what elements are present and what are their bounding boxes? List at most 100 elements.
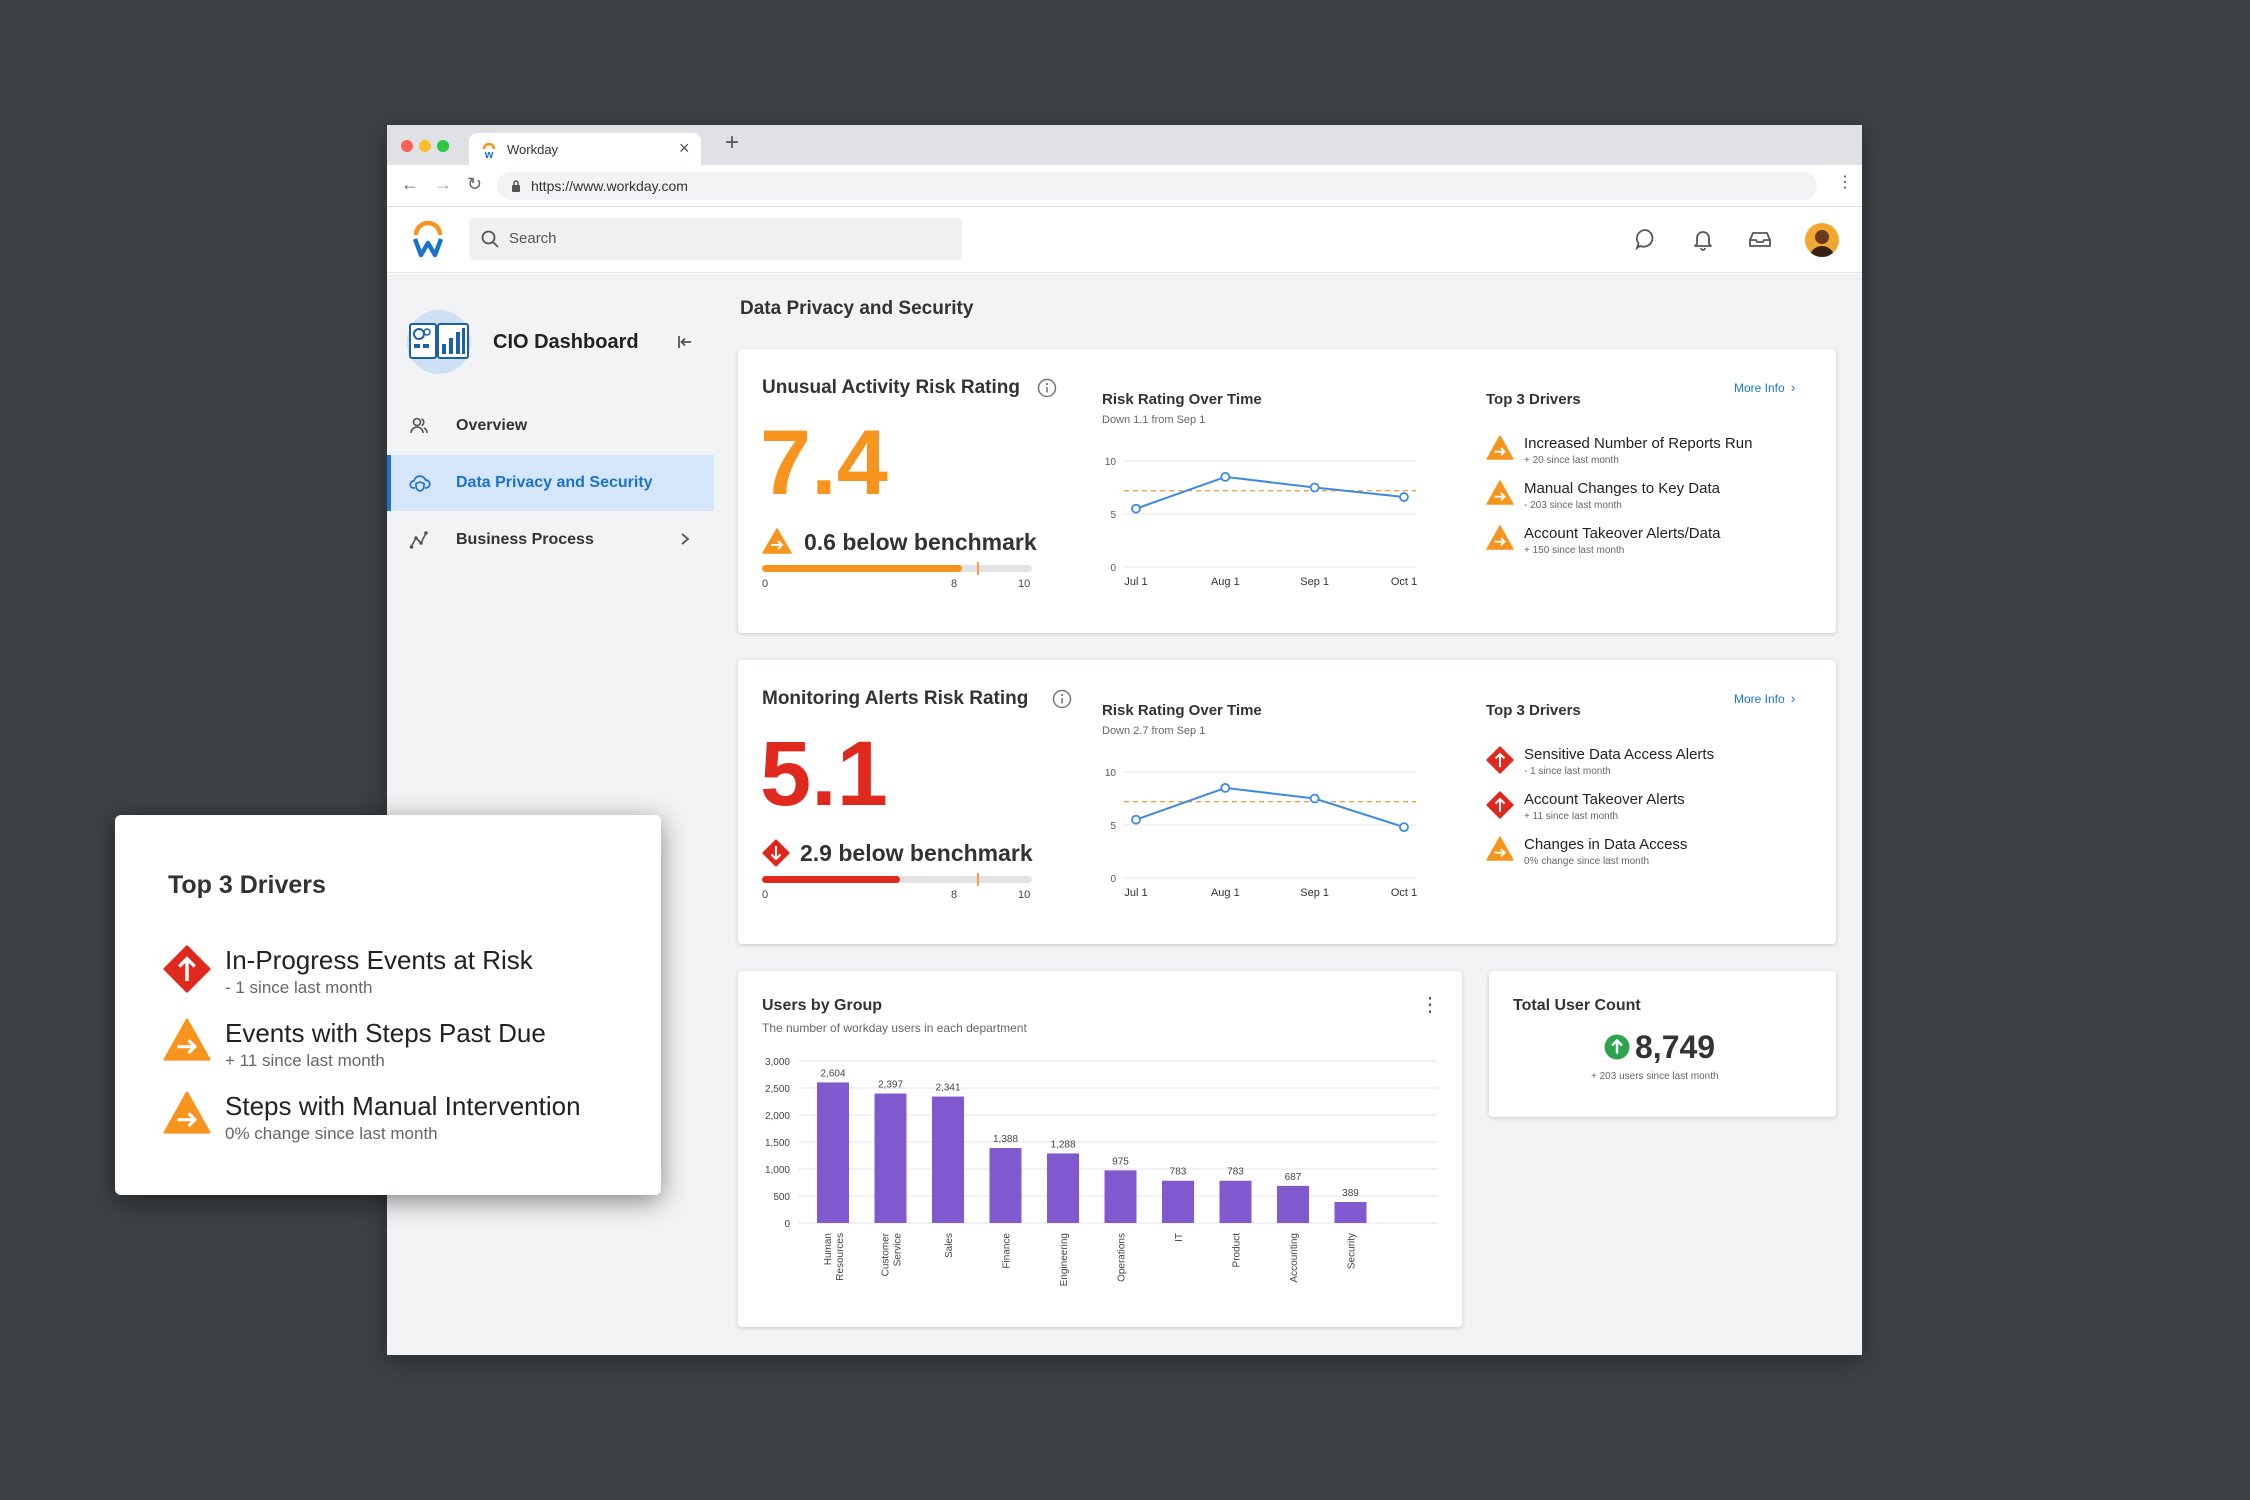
users-bar-chart: 3,000 2,500 2,000 1,500 1,000 500 0 2,604 Human R… [765,1057,1438,1286]
inbox-icon[interactable] [1747,227,1773,251]
total-user-title: Total User Count [1513,997,1641,1014]
bar-value-label: 783 [1170,1167,1187,1178]
y-tick-label: 1,500 [765,1138,790,1149]
x-tick-label: Jul 1 [1124,887,1147,899]
avatar[interactable] [1805,223,1839,257]
x-tick-label-text: Finance [1002,1233,1013,1269]
x-tick-label-line: Resources [835,1233,846,1281]
driver-item: Account Takeover Alerts/Data + 150 since … [1486,525,1816,565]
address-bar: ← → ↻ https://www.workday.com ⋮ [387,165,1862,207]
driver-item: Sensitive Data Access Alerts - 1 since la… [1486,746,1816,786]
bar-value-label: 975 [1112,1156,1129,1167]
critical-arrow-icon [163,945,211,993]
warning-arrow-icon [163,1018,211,1061]
bar-value-label: 783 [1227,1167,1244,1178]
url-text: https://www.workday.com [531,178,688,194]
search-input[interactable]: Search [469,218,962,260]
driver-label: Sensitive Data Access Alerts [1524,746,1715,763]
new-tab-icon[interactable]: + [725,129,740,156]
shield-cloud-icon [409,473,431,493]
warning-arrow-icon [1486,435,1514,460]
people-icon [409,416,429,436]
back-icon[interactable]: ← [401,174,419,194]
trend-point [1220,782,1231,793]
sidebar-item-overview[interactable]: Overview [387,398,714,454]
popup-driver-sub: 0% change since last month [225,1124,438,1143]
tab-bar: w Workday × + [387,125,1862,165]
benchmark-marker [977,873,979,886]
x-tick-label: Sep 1 [1300,887,1329,899]
x-tick-label: Oct 1 [1391,887,1417,899]
minimize-window-button[interactable] [419,140,431,152]
driver-sub: + 20 since last month [1524,455,1619,466]
y-tick-label: 3,000 [765,1057,790,1068]
close-window-button[interactable] [401,140,413,152]
process-icon [409,530,429,550]
progress-tick: 8 [951,889,958,901]
popup-driver-sub: - 1 since last month [225,978,373,997]
warning-arrow-icon [1486,525,1514,550]
benchmark-marker [977,562,979,575]
browser-menu-icon[interactable]: ⋮ [1837,174,1853,191]
info-icon[interactable] [1052,689,1072,709]
collapse-sidebar-icon[interactable] [677,334,693,350]
trend-subtitle: Down 2.7 from Sep 1 [1102,725,1206,737]
y-tick-label: 5 [1110,510,1116,521]
chat-icon[interactable] [1634,227,1658,251]
reload-icon[interactable]: ↻ [467,174,483,194]
driver-sub: + 11 since last month [1524,811,1619,822]
trend-title: Risk Rating Over Time [1102,702,1262,719]
bell-icon[interactable] [1691,227,1715,251]
workday-logo-icon[interactable] [411,219,445,259]
more-info-link[interactable]: More Info › [1734,379,1796,395]
x-tick-label: Oct 1 [1391,576,1417,588]
critical-arrow-icon [1486,746,1514,774]
bar [1334,1201,1367,1223]
x-tick-label: Security [1347,1233,1358,1269]
main-content: Data Privacy and Security Unusual Activi… [714,274,1862,1355]
up-arrow-icon [1604,1034,1630,1060]
x-tick-label: Product [1232,1233,1243,1268]
info-icon[interactable] [1037,378,1057,398]
risk-progress-fill [762,876,900,883]
trend-point [1309,482,1320,493]
dashboard-icon [407,310,471,374]
bar [1162,1180,1194,1223]
sidebar-item-data-privacy[interactable]: Data Privacy and Security [387,455,714,511]
chart-subtitle: The number of workday users in each depa… [762,1021,1027,1035]
more-info-link[interactable]: More Info › [1734,690,1796,706]
tab-title: Workday [507,142,559,157]
popup-driver-item: Events with Steps Past Due + 11 since las… [163,1018,633,1074]
bar [1104,1170,1137,1223]
sidebar-item-label: Business Process [456,531,594,548]
maximize-window-button[interactable] [437,140,449,152]
total-user-value: 8,749 [1635,1029,1716,1065]
driver-item: Manual Changes to Key Data - 203 since la… [1486,480,1816,520]
critical-arrow-icon [1486,791,1514,819]
x-tick-label-text: Engineering [1059,1233,1070,1286]
trend-point [1131,503,1141,514]
browser-window: w Workday × + ← → ↻ https://www.workday.… [387,125,1862,1355]
y-tick-label: 1,000 [765,1165,790,1176]
x-tick-label-text: Product [1232,1233,1243,1268]
forward-icon[interactable]: → [434,174,452,194]
tab-close-icon[interactable]: × [679,138,690,158]
popup-driver-sub: + 11 since last month [225,1051,385,1070]
browser-tab[interactable]: w Workday × [469,133,701,165]
popup-driver-label: In-Progress Events at Risk [225,945,533,975]
risk-progress-fill [762,565,962,572]
popup-title: Top 3 Drivers [168,871,326,899]
x-tick-label: Aug 1 [1211,887,1240,899]
x-tick-label: Customer Service [881,1232,904,1276]
bar-value-label: 687 [1285,1172,1302,1183]
y-tick-label: 5 [1110,821,1116,832]
sidebar-item-business-process[interactable]: Business Process [387,512,714,568]
driver-label: Changes in Data Access [1524,836,1688,853]
url-field[interactable]: https://www.workday.com [497,172,1817,200]
trend-title: Risk Rating Over Time [1102,391,1262,408]
trend-line [1135,786,1405,829]
drivers-title: Top 3 Drivers [1486,391,1581,408]
progress-tick: 10 [1018,578,1031,590]
search-icon [481,230,499,248]
chart-menu-icon[interactable]: ⋮ [1420,994,1440,1016]
